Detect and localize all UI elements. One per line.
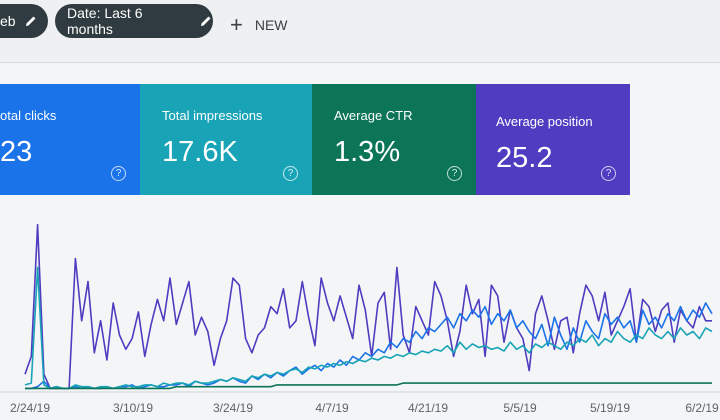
x-tick-label: 2/24/19 [10, 401, 50, 415]
average-ctr-card[interactable]: Average CTR 1.3% ? [312, 84, 476, 195]
edit-pencil-icon [199, 14, 213, 28]
metric-label: Average position [496, 114, 593, 129]
search-type-filter-chip[interactable]: eb [0, 4, 48, 38]
x-tick-label: 4/7/19 [315, 401, 349, 415]
date-filter-label: Date: Last 6 months [67, 5, 143, 37]
metric-value: 23 [0, 136, 33, 168]
metric-label: otal clicks [0, 108, 57, 123]
performance-line-chart[interactable]: 2/24/19 3/10/19 3/24/19 4/7/19 4/21/19 5/5/19… [0, 200, 720, 420]
x-tick-label: 3/10/19 [113, 401, 153, 415]
edit-pencil-icon [24, 14, 38, 28]
date-filter-chip[interactable]: Date: Last 6 months [55, 4, 213, 38]
search-type-filter-label: eb [0, 13, 16, 29]
total-clicks-card[interactable]: otal clicks 23 ? [0, 84, 140, 195]
metric-value: 17.6K [162, 136, 238, 168]
metric-value: 25.2 [496, 142, 553, 174]
series-line-3 [25, 382, 712, 390]
help-icon[interactable]: ? [111, 166, 126, 181]
help-icon[interactable]: ? [447, 166, 462, 181]
metric-label: Total impressions [162, 108, 263, 123]
plus-icon: + [230, 12, 243, 37]
series-line-0 [24, 223, 712, 390]
metric-label: Average CTR [334, 108, 413, 123]
x-tick-label: 4/21/19 [408, 401, 448, 415]
series-line-2 [24, 266, 713, 390]
report-toolbar: eb Date: Last 6 months + NEW [0, 0, 720, 63]
metric-value: 1.3% [334, 136, 401, 168]
x-tick-label: 5/19/19 [590, 401, 630, 415]
x-tick-label: 6/2/19 [685, 401, 719, 415]
x-tick-label: 5/5/19 [503, 401, 537, 415]
help-icon[interactable]: ? [283, 166, 298, 181]
total-impressions-card[interactable]: Total impressions 17.6K ? [140, 84, 312, 195]
new-filter-label: NEW [254, 17, 288, 33]
help-icon[interactable]: ? [601, 166, 616, 181]
x-tick-label: 3/24/19 [213, 401, 253, 415]
average-position-card[interactable]: Average position 25.2 ? [476, 84, 630, 195]
new-filter-button[interactable]: + NEW [230, 12, 288, 38]
